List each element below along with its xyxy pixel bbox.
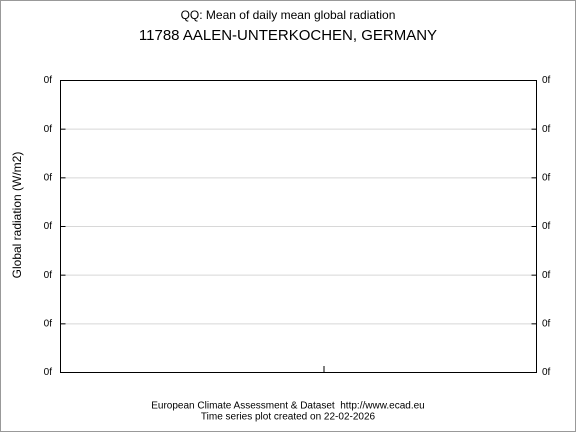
chart-subtitle: 11788 AALEN-UNTERKOCHEN, GERMANY bbox=[139, 27, 437, 44]
y2-tick-label: 0f bbox=[542, 221, 551, 232]
y-tick-label: 0f bbox=[44, 75, 53, 86]
chart-title: QQ: Mean of daily mean global radiation bbox=[181, 8, 396, 22]
y2-tick-label: 0f bbox=[542, 124, 551, 135]
y-axis-label: Global radiation (W/m2) bbox=[10, 152, 24, 279]
y2-tick-label: 0f bbox=[542, 318, 551, 329]
y2-tick-label: 0f bbox=[542, 270, 551, 281]
y-tick-label: 0f bbox=[44, 270, 53, 281]
y-tick-label: 0f bbox=[44, 221, 53, 232]
y-tick-label: 0f bbox=[44, 124, 53, 135]
footer-line: European Climate Assessment & Dataset ht… bbox=[151, 401, 424, 412]
y-tick-label: 0f bbox=[44, 172, 53, 183]
y-tick-label: 0f bbox=[44, 318, 53, 329]
y2-tick-label: 0f bbox=[542, 75, 551, 86]
y2-tick-label: 0f bbox=[542, 367, 551, 378]
y-tick-label: 0f bbox=[44, 367, 53, 378]
y2-tick-label: 0f bbox=[542, 172, 551, 183]
footer-line: Time series plot created on 22-02-2026 bbox=[201, 412, 376, 423]
